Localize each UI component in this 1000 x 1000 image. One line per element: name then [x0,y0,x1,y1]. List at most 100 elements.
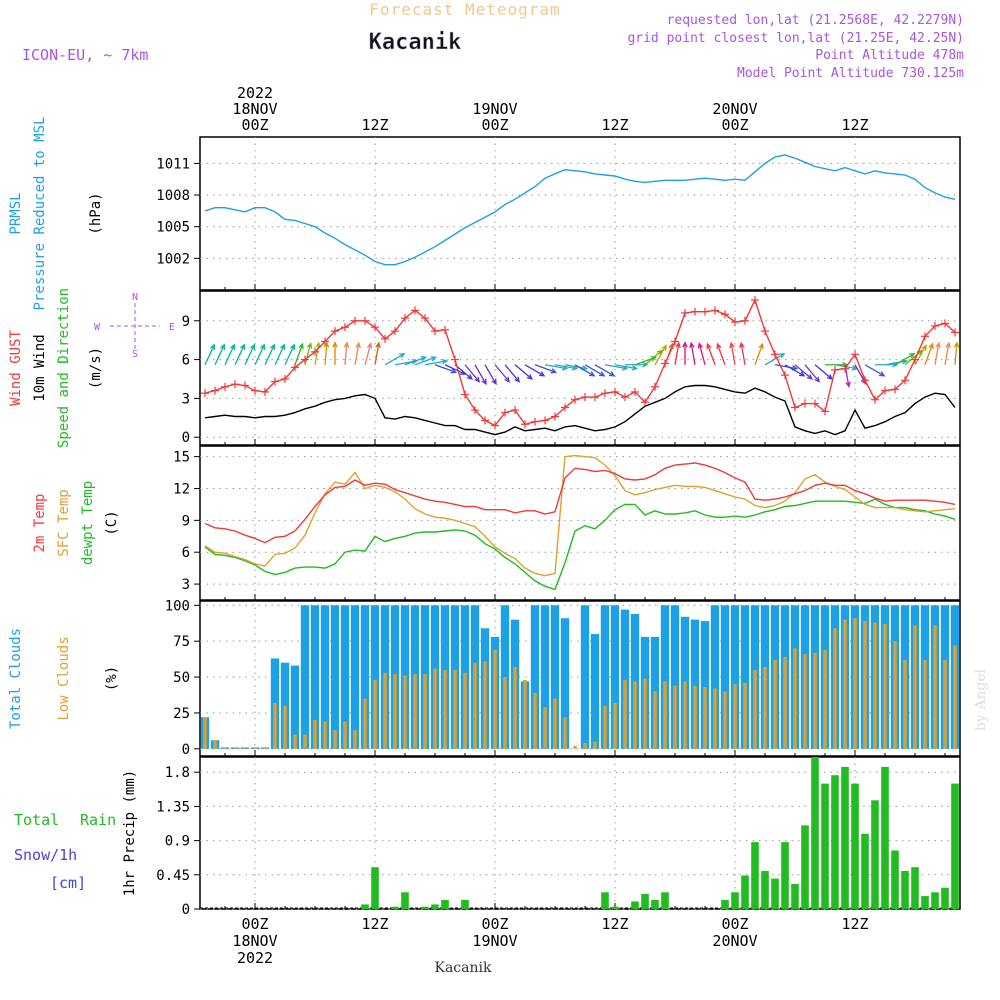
arrow-head [355,341,361,349]
low-cloud-bar [213,740,217,749]
rain-bar [731,892,739,909]
wind-direction-arrow [204,343,216,366]
arrow-head [399,353,406,359]
gust-marker [531,417,539,426]
axis-label-c: (C) [104,510,120,535]
credit-watermark: by Angel [973,668,989,731]
wind-direction-arrow [644,349,663,366]
gust-marker [481,416,489,425]
gust-marker [361,316,369,325]
rain-bar [861,833,869,909]
bottom-axis-label: 19NOV [472,932,517,950]
gridpoint-coords: grid point closest lon,lat (21.25E, 42.2… [627,31,964,46]
wind-direction-arrow [224,343,236,366]
arrow-shaft [204,344,215,366]
axis-label-precip: 1hr Precip (mm) [122,770,138,896]
arrow-head [799,371,806,377]
low-cloud-bar [733,684,737,749]
arrow-head [343,341,350,348]
gust-marker [951,328,959,337]
top-axis-label: 12Z [361,116,388,134]
arrow-shaft [214,344,225,366]
gust-marker [281,375,289,383]
wind-direction-arrow [864,364,886,377]
arrow-shaft [424,360,447,366]
arrow-shaft [574,364,595,377]
arrow-head [375,341,381,349]
wind-direction-arrow [674,341,681,365]
rain-bar [651,899,659,909]
low-cloud-bar [813,652,817,749]
gust-marker [511,406,519,415]
point-altitude: Point Altitude 478m [815,48,964,63]
axis-label-low-clouds: Low Clouds [56,636,72,720]
total-cloud-bar [350,605,360,749]
arrow-head [945,341,951,349]
wind-direction-arrow [944,341,951,365]
gust-marker [901,376,909,385]
arrow-shaft [604,364,627,370]
gust-marker [701,307,709,316]
arrow-head [210,343,216,350]
wind-direction-arrow [244,343,256,366]
wind-direction-arrow [343,341,350,365]
top-axis-label: 00Z [481,116,508,134]
clouds-panel: 0 25 50 75 100 Total Clouds Low Clouds (%) [8,598,961,758]
low-cloud-bar [473,662,477,749]
arrow-head [441,358,449,365]
arrow-shaft [374,342,380,365]
arrow-shaft [754,343,764,365]
arrow-shaft [474,364,487,385]
total-cloud-bar [290,665,300,749]
gust-marker [241,381,249,390]
total-cloud-bar [540,605,550,749]
gust-marker [831,365,839,374]
rain-bar [881,766,889,909]
arrow-head [420,356,428,362]
wind-direction-arrow [354,341,361,365]
rain-bar [371,867,379,909]
bottom-axis-label: 00Z [721,915,748,933]
wind-direction-arrow [654,344,667,366]
axis-label-m-s: (m/s) [88,347,104,389]
arrow-head [306,342,313,349]
arrow-head [631,365,639,371]
arrow-shaft [804,364,820,383]
low-cloud-bar [403,675,407,749]
arrow-head [650,356,658,362]
low-cloud-bar [313,720,317,749]
gust-marker [591,393,599,402]
arrow-head [481,378,487,386]
top-axis-label: 19NOV [472,100,517,118]
y-tick-label: 0.45 [156,868,190,884]
arrow-head [921,344,927,351]
rain-bar [661,892,669,909]
wind-direction-arrow [424,358,449,366]
gust-marker [761,327,769,336]
arrow-head [845,381,851,388]
wind-direction-arrow [414,356,438,366]
total-cloud-bar [600,605,610,749]
gust-marker [381,334,389,343]
low-cloud-bar [323,721,327,749]
arrow-shaft [544,364,567,370]
low-cloud-bar [693,685,697,749]
arrow-shaft [524,364,545,377]
gust-marker [371,323,379,332]
compass-w: W [94,322,101,333]
wind-gust-line [204,298,956,427]
gust-marker [301,355,309,364]
low-cloud-bar [523,679,527,749]
low-cloud-bar [453,669,457,749]
pressure-line [204,154,956,266]
gust-marker [521,420,529,429]
arrow-shaft [554,364,577,370]
y-tick-label: 3 [182,391,190,407]
low-cloud-bar [753,669,757,749]
wind-direction-arrow [364,342,373,365]
arrow-shaft [514,364,533,380]
location-title: Kacanik [369,30,462,55]
wind-direction-arrow [934,341,941,365]
gust-marker [691,307,699,316]
wind-direction-arrow [697,342,706,365]
